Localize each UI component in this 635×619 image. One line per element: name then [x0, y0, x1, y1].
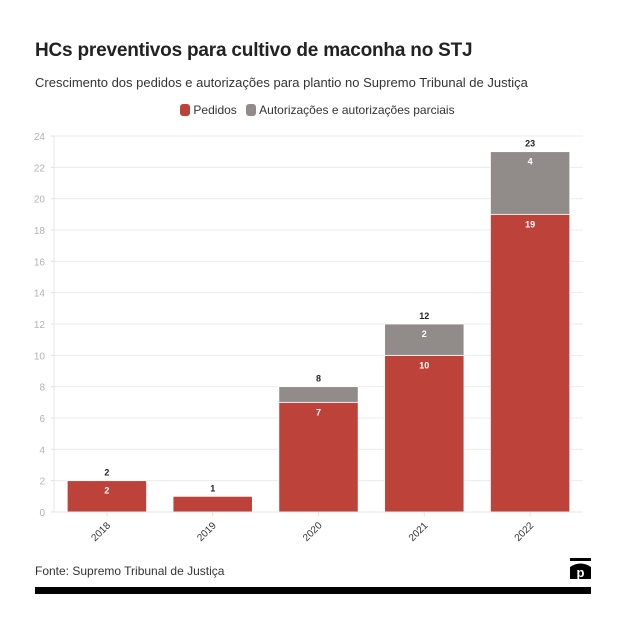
y-tick-label: 4 — [39, 445, 45, 456]
svg-text:p: p — [577, 565, 585, 579]
footer-bar — [35, 587, 591, 594]
bar-value-label: 2 — [422, 329, 427, 339]
bar-pedidos-2020 — [278, 401, 359, 513]
y-tick-label: 20 — [34, 195, 46, 206]
bar-value-label: 4 — [528, 157, 533, 167]
chart-subtitle: Crescimento dos pedidos e autorizações p… — [35, 75, 528, 90]
bar-pedidos-2019 — [172, 495, 253, 513]
bar-value-label: 2 — [104, 486, 109, 496]
y-tick-label: 14 — [34, 289, 46, 300]
legend-label-pedidos: Pedidos — [193, 103, 237, 117]
x-tick-label: 2019 — [195, 520, 219, 544]
x-tick-label: 2022 — [513, 520, 537, 544]
bar-value-label: 7 — [316, 407, 321, 417]
x-axis: 2018 2019 2020 2021 2022 — [54, 511, 583, 544]
legend-label-autorizacoes: Autorizações e autorizações parciais — [259, 103, 455, 117]
bars — [66, 151, 571, 513]
legend-item-autorizacoes[interactable]: Autorizações e autorizações parciais — [246, 103, 455, 117]
legend-swatch-pedidos — [180, 104, 191, 116]
bar-autorizacoes-2021 — [384, 323, 465, 356]
total-label: 2 — [104, 468, 109, 478]
y-tick-label: 0 — [39, 508, 45, 519]
total-label: 12 — [419, 311, 429, 321]
y-tick-label: 24 — [34, 132, 46, 143]
data-labels: 2 2 1 7 8 10 2 12 19 4 23 — [104, 139, 535, 496]
total-label: 23 — [525, 139, 535, 149]
y-tick-label: 12 — [34, 320, 46, 331]
source-note: Fonte: Supremo Tribunal de Justiça — [35, 564, 225, 578]
x-tick-label: 2018 — [90, 520, 114, 544]
bar-pedidos-2018 — [66, 480, 147, 513]
y-tick-label: 22 — [34, 163, 46, 174]
bar-pedidos-2021 — [384, 354, 465, 513]
x-tick-label: 2021 — [407, 520, 431, 544]
bar-value-label: 10 — [419, 360, 429, 370]
legend-item-pedidos[interactable]: Pedidos — [180, 103, 237, 117]
y-tick-label: 2 — [39, 477, 45, 488]
y-tick-label: 8 — [39, 383, 45, 394]
total-label: 1 — [210, 483, 215, 493]
y-tick-label: 10 — [34, 351, 46, 362]
chart-title: HCs preventivos para cultivo de maconha … — [35, 40, 473, 61]
legend-swatch-autorizacoes — [246, 104, 257, 116]
x-tick-label: 2020 — [301, 520, 325, 544]
bar-autorizacoes-2022 — [490, 151, 571, 215]
total-label: 8 — [316, 374, 321, 384]
legend: Pedidos Autorizações e autorizações parc… — [0, 103, 635, 119]
y-tick-label: 6 — [39, 414, 45, 425]
poder360-p-logo-icon: p — [570, 558, 591, 579]
y-tick-label: 18 — [34, 226, 46, 237]
bar-autorizacoes-2020 — [278, 386, 359, 403]
bar-pedidos-2022 — [490, 213, 571, 513]
bar-value-label: 19 — [525, 219, 535, 229]
y-tick-label: 16 — [34, 257, 46, 268]
